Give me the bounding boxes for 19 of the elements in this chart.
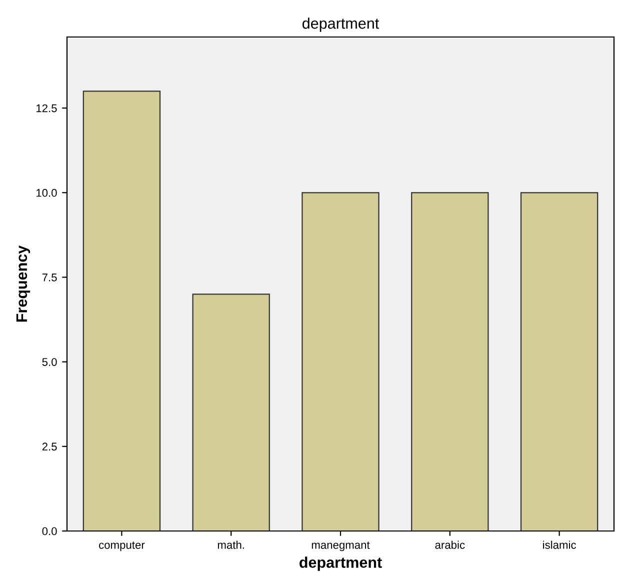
bar — [520, 192, 598, 531]
y-tick-label: 2.5 — [42, 442, 57, 451]
y-tick-label: 0.0 — [42, 527, 57, 536]
bar — [411, 192, 489, 531]
x-tick-label: computer — [99, 542, 145, 552]
y-axis-title: Frequency — [16, 245, 30, 322]
y-tick-label: 12.5 — [36, 104, 57, 112]
bar — [302, 192, 380, 531]
x-tick-label: manegmant — [312, 542, 370, 552]
y-tick-label: 5.0 — [42, 358, 57, 366]
x-tick-label: math. — [218, 540, 244, 549]
chart-title: department — [302, 18, 380, 32]
x-tick-label: arabic — [435, 540, 465, 549]
y-tick-label: 10.0 — [36, 188, 57, 197]
x-tick-label: islamic — [543, 540, 576, 549]
y-tick-label: 7.5 — [42, 274, 57, 282]
bar — [82, 90, 161, 531]
x-axis-title: department — [300, 556, 382, 571]
bar — [192, 294, 270, 531]
